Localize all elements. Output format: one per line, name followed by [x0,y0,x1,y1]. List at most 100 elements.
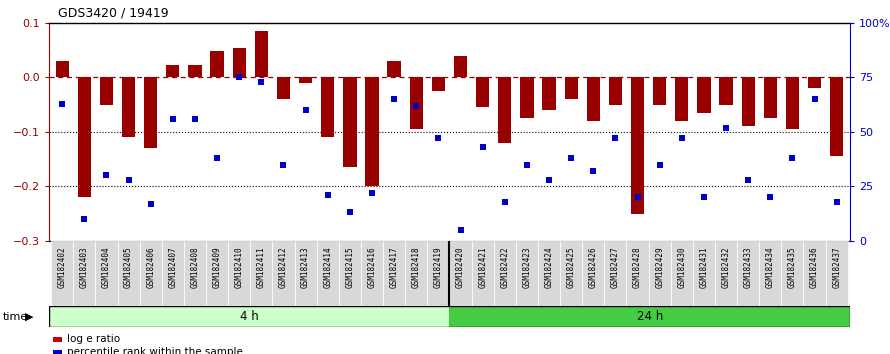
Bar [676,78,689,121]
Text: GSM182419: GSM182419 [434,246,443,287]
Point [365,190,379,196]
Text: GSM182429: GSM182429 [655,246,664,287]
Point [564,155,578,161]
Bar [321,78,335,137]
Bar [277,78,290,99]
Point [100,172,114,178]
FancyBboxPatch shape [427,241,449,306]
Bar [100,78,113,105]
Text: GSM182409: GSM182409 [213,246,222,287]
Point [807,96,821,102]
FancyBboxPatch shape [162,241,184,306]
Bar [55,61,69,78]
Point [298,107,312,113]
FancyBboxPatch shape [117,241,140,306]
Text: GSM182431: GSM182431 [700,246,708,287]
Text: GSM182427: GSM182427 [611,246,620,287]
Bar [521,78,533,118]
Point [652,162,667,167]
FancyBboxPatch shape [272,241,295,306]
Bar [255,31,268,78]
Text: GSM182426: GSM182426 [589,246,598,287]
Point [520,162,534,167]
Bar [387,61,400,78]
Bar [631,78,644,213]
Text: ▶: ▶ [25,312,34,322]
Text: GSM182411: GSM182411 [257,246,266,287]
Bar [609,78,622,105]
FancyBboxPatch shape [295,241,317,306]
Point [122,177,136,183]
Text: GSM182434: GSM182434 [765,246,775,287]
Bar [697,78,710,113]
Bar [232,47,246,78]
Text: GSM182416: GSM182416 [368,246,376,287]
Point [587,168,601,174]
FancyBboxPatch shape [184,241,206,306]
FancyBboxPatch shape [759,241,781,306]
Point [210,155,224,161]
Point [453,227,467,233]
FancyBboxPatch shape [228,241,250,306]
Point [675,136,689,141]
Text: 4 h: 4 h [239,310,259,323]
Text: log e ratio: log e ratio [67,335,120,344]
FancyBboxPatch shape [494,241,516,306]
Bar [409,78,423,129]
Text: GSM182413: GSM182413 [301,246,310,287]
Point [409,103,424,109]
Point [343,210,357,215]
Point [188,116,202,122]
FancyBboxPatch shape [95,241,117,306]
Text: GSM182403: GSM182403 [80,246,89,287]
Point [498,199,512,204]
Text: time: time [3,312,28,322]
FancyBboxPatch shape [649,241,671,306]
Bar [764,78,777,118]
Point [608,136,622,141]
Bar [830,78,844,156]
Bar [741,78,755,126]
FancyBboxPatch shape [405,241,427,306]
Text: GSM182430: GSM182430 [677,246,686,287]
Point [763,194,777,200]
Bar [564,78,578,99]
Point [719,125,733,130]
Bar [476,78,490,107]
Bar [344,78,357,167]
FancyBboxPatch shape [715,241,737,306]
Text: GSM182432: GSM182432 [722,246,731,287]
Text: GSM182437: GSM182437 [832,246,841,287]
Point [475,144,490,150]
FancyBboxPatch shape [582,241,604,306]
Text: GSM182428: GSM182428 [633,246,642,287]
FancyBboxPatch shape [538,241,560,306]
Bar [454,56,467,78]
FancyBboxPatch shape [671,241,692,306]
Text: GSM182404: GSM182404 [102,246,111,287]
Text: GSM182435: GSM182435 [788,246,797,287]
Text: GSM182408: GSM182408 [190,246,199,287]
FancyBboxPatch shape [826,241,848,306]
FancyBboxPatch shape [604,241,627,306]
Text: GSM182412: GSM182412 [279,246,288,287]
FancyBboxPatch shape [140,241,162,306]
FancyBboxPatch shape [472,241,494,306]
FancyBboxPatch shape [51,241,73,306]
Bar [808,78,821,88]
FancyBboxPatch shape [804,241,826,306]
FancyBboxPatch shape [339,241,361,306]
Text: percentile rank within the sample: percentile rank within the sample [67,347,243,354]
Bar [299,78,312,83]
Point [255,79,269,85]
Bar [786,78,799,129]
Bar [653,78,667,105]
Bar [49,306,449,327]
Text: GSM182405: GSM182405 [124,246,134,287]
Text: GSM182406: GSM182406 [146,246,155,287]
Text: GDS3420 / 19419: GDS3420 / 19419 [58,6,168,19]
Text: GSM182420: GSM182420 [456,246,465,287]
Bar [498,78,512,143]
Point [55,101,69,107]
FancyBboxPatch shape [627,241,649,306]
